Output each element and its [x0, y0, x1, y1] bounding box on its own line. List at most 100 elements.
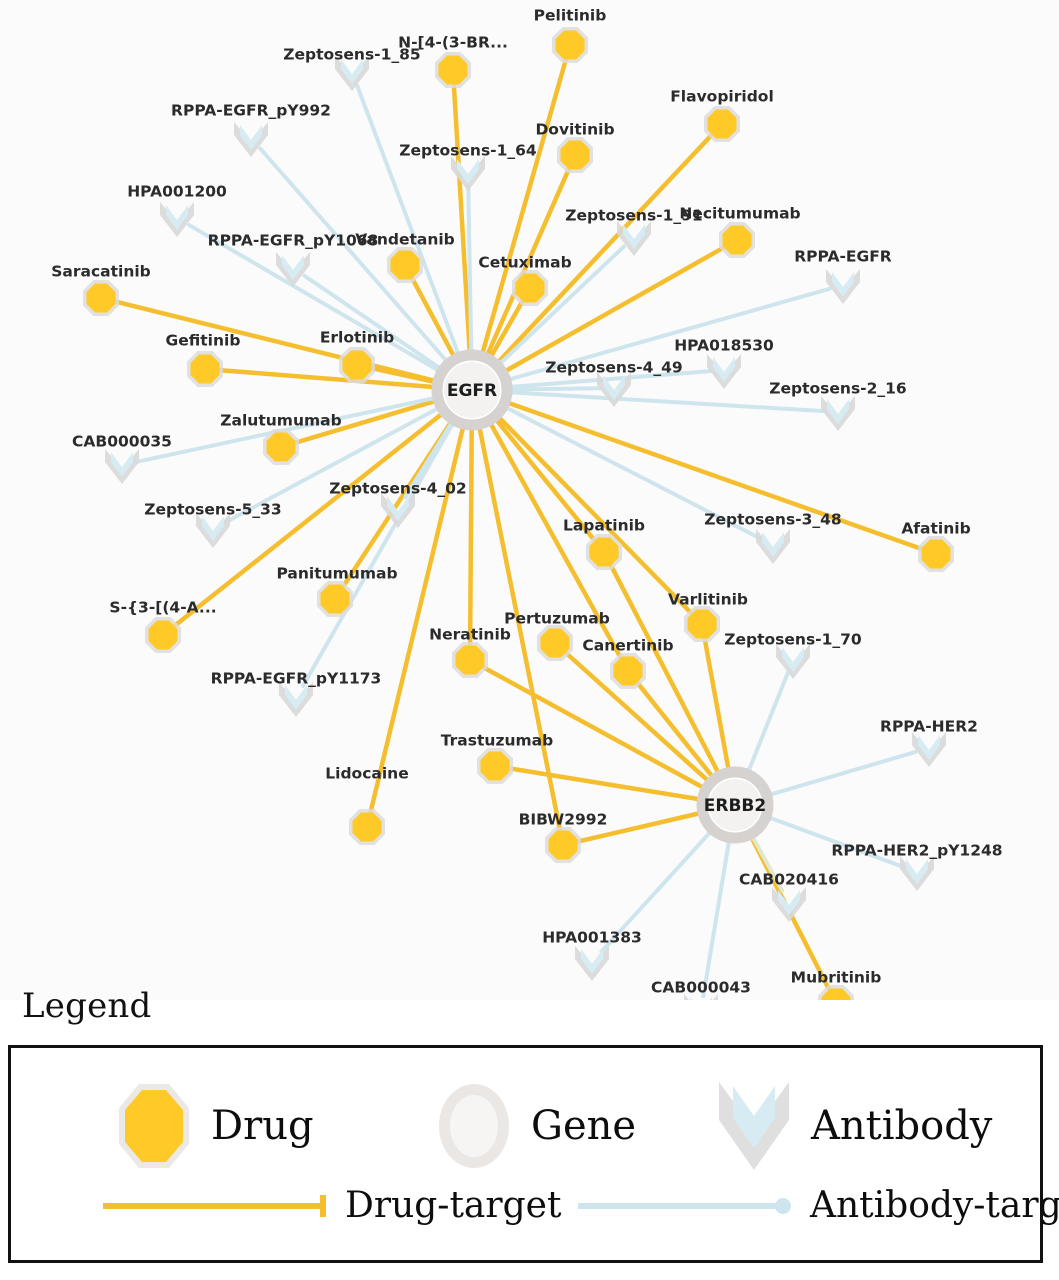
- drug-icon: [119, 1084, 189, 1168]
- drug-node[interactable]: [349, 809, 385, 845]
- antibody-node-label: HPA018530: [674, 337, 774, 355]
- drug-node-label: Saracatinib: [51, 263, 151, 281]
- legend-item-drug-target: Drug-target: [101, 1188, 561, 1224]
- edge: [748, 831, 785, 893]
- antibody-node-label: Zeptosens-4_02: [329, 480, 466, 498]
- drug-node-label: Vandetanib: [355, 231, 455, 249]
- drug-node[interactable]: [512, 270, 548, 306]
- drug-node[interactable]: [684, 606, 720, 642]
- drug-target-line-icon: [103, 1195, 326, 1217]
- edge: [501, 399, 926, 552]
- legend-box: Drug Gene Antibody: [8, 1045, 1059, 1263]
- antibody-node[interactable]: [451, 156, 485, 191]
- legend-item-drug: Drug: [111, 1076, 314, 1176]
- drug-node[interactable]: [317, 581, 353, 617]
- drug-node[interactable]: [435, 52, 471, 88]
- edge: [493, 131, 715, 368]
- antibody-node-label: CAB020416: [739, 871, 839, 889]
- edge: [506, 765, 706, 803]
- gene-node-egfr[interactable]: [431, 349, 513, 431]
- drug-node[interactable]: [263, 429, 299, 465]
- antibody-node[interactable]: [776, 644, 810, 679]
- drug-node[interactable]: [83, 280, 119, 316]
- antibody-node-label: RPPA-EGFR_pY1173: [211, 670, 382, 688]
- antibody-node-label: Zeptosens-1_64: [399, 142, 537, 160]
- edge: [354, 83, 462, 361]
- antibody-node-label: RPPA-EGFR: [794, 248, 892, 266]
- gene-icon: [439, 1084, 509, 1168]
- antibody-node-label: HPA001200: [127, 183, 227, 201]
- antibody-node[interactable]: [912, 732, 946, 767]
- drug-node-label: N-[4-(3-BR...: [398, 34, 508, 52]
- edge: [479, 56, 569, 360]
- drug-node[interactable]: [387, 247, 423, 283]
- edge: [486, 297, 526, 363]
- legend-label-antibody: Antibody: [811, 1103, 993, 1149]
- antibody-node[interactable]: [707, 354, 741, 389]
- antibody-node-label: CAB000035: [72, 433, 172, 451]
- drug-node[interactable]: [704, 106, 740, 142]
- antibody-node-label: RPPA-EGFR_pY1068: [208, 232, 379, 250]
- gene-node-erbb2[interactable]: [696, 766, 774, 844]
- antibody-target-line-icon: [578, 1198, 791, 1214]
- antibody-node-label: RPPA-HER2_pY1248: [831, 842, 1002, 860]
- drug-node[interactable]: [918, 536, 954, 572]
- drug-node-label: Pelitinib: [534, 7, 607, 25]
- antibody-node-label: Zeptosens-1_91: [565, 207, 702, 225]
- antibody-node[interactable]: [276, 252, 310, 287]
- antibody-node-label: RPPA-HER2: [880, 718, 978, 736]
- drug-node[interactable]: [557, 137, 593, 173]
- antibody-node[interactable]: [105, 449, 139, 484]
- antibody-node[interactable]: [160, 202, 194, 237]
- drug-node-label: Trastuzumab: [441, 732, 553, 750]
- network-diagram: EGFR ERBB2 Pelitinib N-[4-(3-BR... Flavopiri…: [51, 6, 1003, 1000]
- antibody-node-label: Zeptosens-5_33: [144, 501, 281, 519]
- drug-node-label: Cetuximab: [478, 254, 571, 272]
- edge: [476, 421, 563, 834]
- edge: [744, 670, 790, 778]
- edge: [634, 679, 718, 783]
- antibody-node[interactable]: [756, 529, 790, 564]
- edge: [480, 664, 710, 792]
- edge: [502, 286, 832, 383]
- drug-node[interactable]: [477, 748, 513, 784]
- edge: [503, 386, 603, 392]
- drug-node[interactable]: [719, 222, 755, 258]
- edge: [503, 390, 827, 414]
- edge: [763, 749, 918, 798]
- edge: [486, 417, 624, 662]
- edge: [258, 146, 452, 367]
- gene-label: EGFR: [447, 381, 497, 401]
- drug-node-label: Pertuzumab: [504, 610, 610, 628]
- drug-node[interactable]: [586, 534, 622, 570]
- edge: [608, 562, 723, 779]
- drug-node[interactable]: [145, 617, 181, 653]
- edge: [563, 650, 714, 786]
- edge: [701, 834, 732, 999]
- antibody-node-label: RPPA-EGFR_pY992: [171, 102, 331, 120]
- legend: Legend Drug Gene: [0, 985, 1059, 1280]
- legend-item-antibody-target: Antibody-target: [576, 1188, 1059, 1224]
- edges-layer: [112, 56, 926, 999]
- drug-node[interactable]: [452, 642, 488, 678]
- drug-node-label: Neratinib: [429, 626, 511, 644]
- antibody-node[interactable]: [826, 269, 860, 304]
- drug-node[interactable]: [545, 827, 581, 863]
- drug-node[interactable]: [610, 653, 646, 689]
- drug-node-label: BIBW2992: [519, 811, 608, 829]
- antibody-node-label: CAB000043: [651, 979, 751, 997]
- drug-node[interactable]: [552, 27, 588, 63]
- edge: [574, 809, 707, 845]
- drug-node[interactable]: [537, 625, 573, 661]
- drug-node[interactable]: [187, 351, 223, 387]
- antibody-node[interactable]: [821, 396, 855, 431]
- antibody-node[interactable]: [900, 856, 934, 891]
- drug-node[interactable]: [339, 347, 375, 383]
- legend-item-antibody: Antibody: [711, 1076, 992, 1176]
- edge: [302, 273, 446, 373]
- drug-node-label: Zalutumumab: [220, 412, 341, 430]
- edge: [451, 81, 473, 359]
- drug-node-label: Lapatinib: [563, 517, 645, 535]
- edge: [499, 244, 728, 376]
- edge: [467, 421, 474, 649]
